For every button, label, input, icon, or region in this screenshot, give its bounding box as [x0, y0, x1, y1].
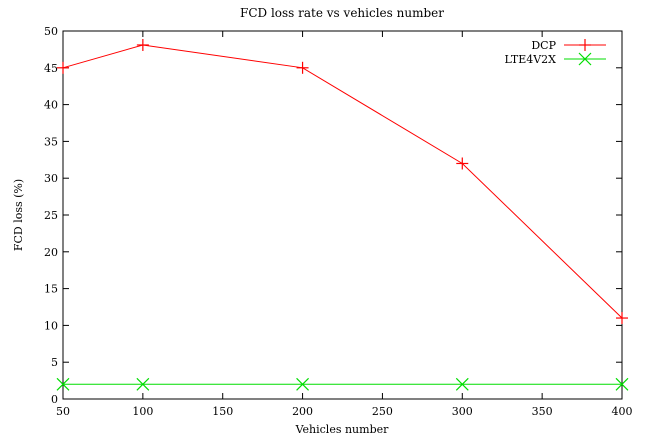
series-line-dcp	[62, 44, 623, 319]
y-tick-label: 35	[44, 135, 58, 148]
y-tick-label: 20	[44, 246, 58, 259]
data-point-lte4v2x	[296, 377, 309, 391]
x-tick-label: 400	[612, 405, 633, 418]
x-tick-label: 350	[532, 405, 553, 418]
y-tick-label: 25	[44, 209, 58, 222]
data-point-lte4v2x	[455, 377, 469, 391]
data-point-lte4v2x	[56, 377, 70, 391]
y-axis-label: FCD loss (%)	[12, 179, 25, 251]
x-tick-label: 250	[372, 405, 393, 418]
series-lte4v2x	[56, 377, 629, 391]
x-tick-label: 50	[56, 405, 70, 418]
legend-label-dcp: DCP	[531, 39, 556, 52]
data-point-lte4v2x	[136, 377, 150, 391]
legend-marker-lte4v2x	[578, 52, 592, 66]
x-tick-label: 300	[452, 405, 473, 418]
plot-frame	[62, 30, 623, 400]
y-axis-ticks: 0 5 10 15 20 25 30 35 40 45 50	[44, 25, 622, 406]
y-tick-label: 10	[44, 319, 58, 332]
chart-title: FCD loss rate vs vehicles number	[240, 6, 444, 20]
y-tick-label: 45	[44, 62, 58, 75]
x-tick-label: 150	[212, 405, 233, 418]
y-tick-label: 0	[51, 393, 58, 406]
y-tick-label: 40	[44, 99, 58, 112]
y-tick-label: 15	[44, 283, 58, 296]
data-point-lte4v2x	[615, 377, 629, 391]
y-tick-label: 30	[44, 172, 58, 185]
series-dcp	[57, 38, 628, 325]
x-axis-ticks: 50 100 150 200 250 300 350 400	[56, 31, 633, 418]
x-axis-label: Vehicles number	[295, 423, 390, 436]
y-tick-label: 50	[44, 25, 58, 38]
x-tick-label: 200	[292, 405, 313, 418]
y-tick-label: 5	[51, 356, 58, 369]
series-layer	[56, 38, 629, 391]
legend-label-lte4v2x: LTE4V2X	[504, 53, 556, 66]
x-tick-label: 100	[132, 405, 153, 418]
